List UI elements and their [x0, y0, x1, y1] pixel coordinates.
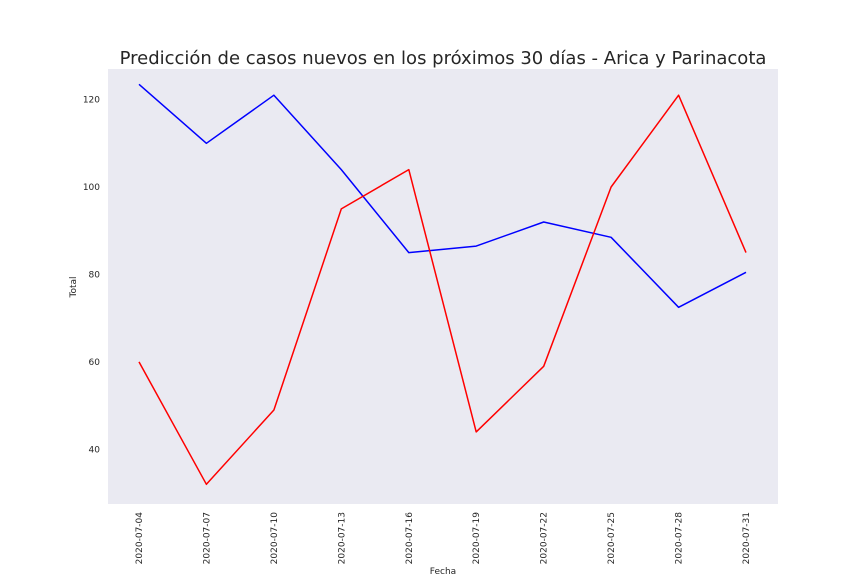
x-tick-label: 2020-07-04: [135, 512, 145, 565]
x-tick-label: 2020-07-28: [675, 512, 685, 565]
x-tick-label: 2020-07-25: [607, 512, 617, 564]
x-tick-label: 2020-07-19: [472, 512, 482, 565]
y-tick-label: 80: [89, 270, 101, 280]
y-tick-label: 40: [89, 445, 101, 455]
chart-title: Predicción de casos nuevos en los próxim…: [120, 48, 767, 69]
series-line-2: [138, 94, 747, 486]
y-axis-label: Total: [69, 276, 79, 298]
series-line-1: [138, 83, 747, 309]
x-axis-ticks: 2020-07-04 2020-07-07 2020-07-10 2020-07-13…: [135, 512, 752, 565]
x-tick-label: 2020-07-13: [337, 512, 347, 564]
x-tick-label: 2020-07-16: [405, 512, 415, 565]
y-tick-label: 100: [83, 183, 100, 193]
y-tick-label: 120: [83, 96, 100, 106]
x-axis-label: Fecha: [430, 567, 456, 576]
y-axis-ticks: 40 60 80 100 120: [83, 96, 100, 456]
x-tick-label: 2020-07-10: [270, 512, 280, 565]
series-layer: [138, 83, 747, 486]
plot-area: [108, 69, 778, 504]
x-tick-label: 2020-07-07: [202, 512, 212, 564]
x-tick-label: 2020-07-22: [540, 512, 550, 564]
x-tick-label: 2020-07-31: [742, 512, 752, 564]
y-tick-label: 60: [89, 358, 101, 368]
